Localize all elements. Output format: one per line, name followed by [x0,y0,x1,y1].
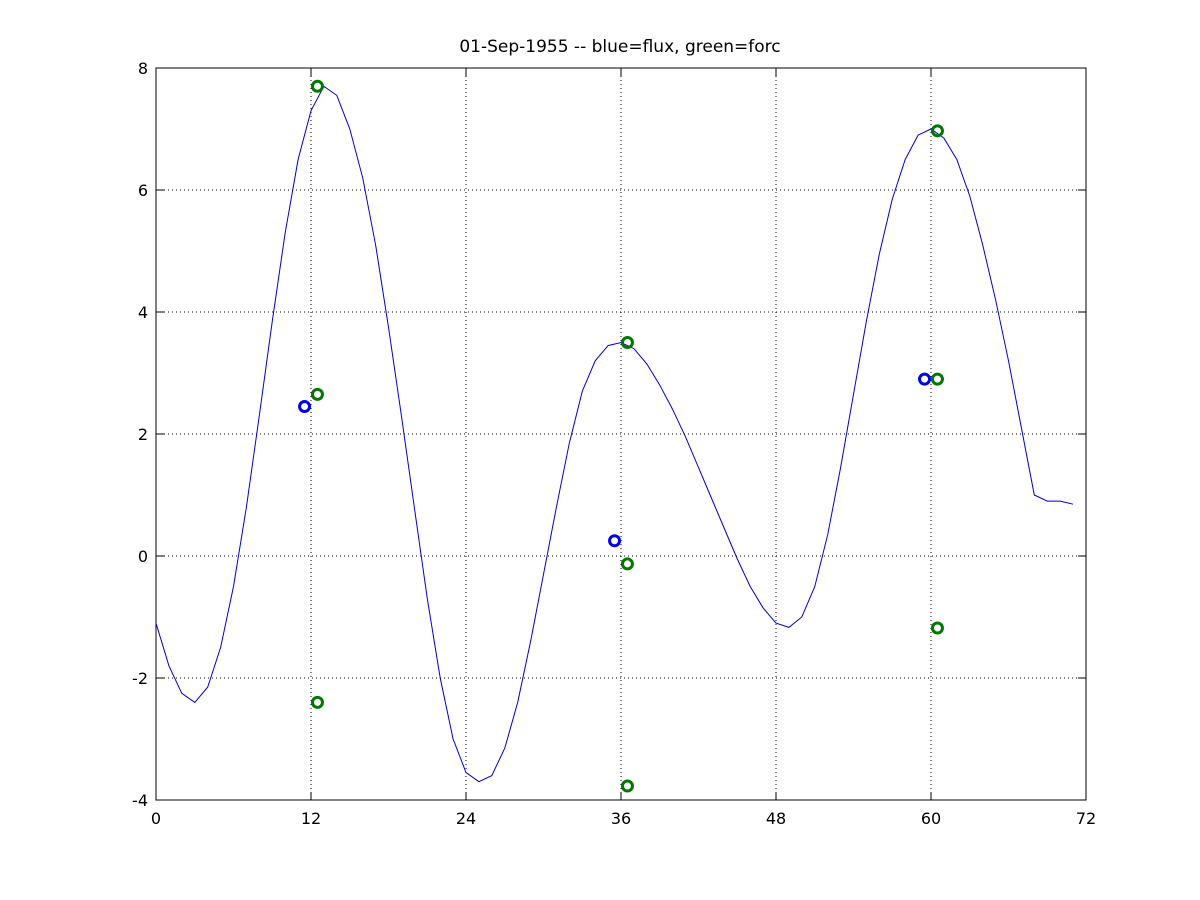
x-tick-label: 48 [766,809,786,828]
x-tick-label: 36 [611,809,631,828]
y-tick-label: 8 [138,59,148,78]
forc-point-marker [930,621,944,635]
y-tick-label: -4 [132,791,148,810]
y-tick-label: 2 [138,425,148,444]
forc-point-marker [930,124,944,138]
forc-point-marker [310,695,324,709]
forc-point-marker [620,557,634,571]
forc-point-marker [310,387,324,401]
x-tick-label: 60 [921,809,941,828]
forc-point-marker [620,779,634,793]
flux-point-marker [298,400,312,414]
chart-title: 01-Sep-1955 -- blue=flux, green=forc [459,37,780,57]
flux-line [155,85,1074,783]
forc-point-marker [930,372,944,386]
x-tick-label: 12 [301,809,321,828]
y-tick-label: -2 [132,669,148,688]
x-tick-label: 0 [151,809,161,828]
marker-series [298,79,944,793]
flux-point-marker [918,372,932,386]
y-tick-label: 0 [138,547,148,566]
flux-point-marker [608,534,622,548]
grid-lines [156,68,1086,800]
forc-point-marker [620,336,634,349]
flux-line-series [155,85,1074,783]
x-tick-label: 72 [1076,809,1096,828]
x-tick-label: 24 [456,809,476,828]
y-tick-label: 4 [138,303,148,322]
forc-point-marker [310,79,324,93]
y-tick-label: 6 [138,181,148,200]
